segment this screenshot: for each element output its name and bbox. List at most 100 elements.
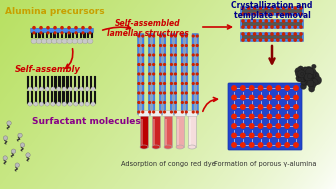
- Circle shape: [285, 105, 289, 109]
- Circle shape: [305, 75, 313, 82]
- Circle shape: [171, 102, 172, 103]
- Circle shape: [296, 71, 301, 77]
- Circle shape: [82, 32, 84, 34]
- Circle shape: [309, 73, 314, 78]
- Bar: [183, 36, 186, 112]
- Circle shape: [305, 68, 313, 76]
- Circle shape: [276, 143, 281, 147]
- Bar: [242, 22, 302, 26]
- Circle shape: [276, 95, 281, 100]
- Circle shape: [160, 64, 162, 65]
- Text: Formation of porous γ-alumina: Formation of porous γ-alumina: [214, 161, 316, 167]
- Circle shape: [160, 35, 162, 37]
- Circle shape: [33, 32, 35, 34]
- Circle shape: [241, 114, 245, 119]
- Ellipse shape: [82, 39, 88, 44]
- Circle shape: [248, 39, 250, 41]
- Text: Alumina precursors: Alumina precursors: [5, 7, 105, 16]
- Circle shape: [301, 67, 309, 74]
- FancyBboxPatch shape: [149, 34, 155, 114]
- Circle shape: [308, 72, 316, 79]
- Circle shape: [306, 76, 312, 81]
- Circle shape: [181, 35, 183, 37]
- Circle shape: [196, 64, 198, 65]
- Bar: [74, 91, 76, 104]
- Circle shape: [271, 26, 273, 28]
- Circle shape: [296, 75, 303, 82]
- Circle shape: [303, 73, 312, 82]
- Ellipse shape: [67, 39, 73, 44]
- Circle shape: [160, 45, 162, 46]
- Circle shape: [138, 102, 140, 103]
- Ellipse shape: [39, 87, 44, 91]
- Bar: [27, 91, 29, 104]
- Circle shape: [250, 133, 254, 138]
- Circle shape: [253, 7, 256, 9]
- Circle shape: [304, 73, 312, 81]
- Circle shape: [304, 73, 312, 81]
- Circle shape: [294, 20, 296, 22]
- Ellipse shape: [79, 87, 84, 91]
- Circle shape: [185, 35, 187, 37]
- Circle shape: [294, 143, 298, 147]
- Circle shape: [308, 86, 315, 92]
- Circle shape: [196, 35, 198, 37]
- Circle shape: [277, 20, 279, 22]
- Circle shape: [250, 86, 254, 90]
- Bar: [43, 76, 45, 89]
- Circle shape: [18, 133, 22, 138]
- Circle shape: [185, 73, 187, 75]
- Ellipse shape: [56, 102, 61, 106]
- Circle shape: [277, 13, 279, 15]
- Bar: [78, 76, 80, 89]
- Bar: [161, 36, 164, 112]
- Circle shape: [142, 83, 144, 84]
- Circle shape: [181, 73, 183, 75]
- Circle shape: [300, 7, 302, 9]
- Bar: [39, 91, 41, 104]
- Circle shape: [153, 92, 155, 94]
- Circle shape: [241, 133, 245, 138]
- Circle shape: [192, 92, 194, 94]
- Circle shape: [294, 7, 296, 9]
- Circle shape: [265, 26, 267, 28]
- Circle shape: [242, 39, 244, 41]
- Circle shape: [153, 35, 155, 37]
- Ellipse shape: [79, 102, 84, 106]
- Circle shape: [288, 26, 291, 28]
- Circle shape: [160, 54, 162, 56]
- Circle shape: [185, 45, 187, 46]
- FancyArrowPatch shape: [203, 98, 217, 111]
- FancyBboxPatch shape: [151, 111, 161, 116]
- Circle shape: [241, 86, 245, 90]
- Circle shape: [174, 64, 176, 65]
- Bar: [172, 36, 175, 112]
- Circle shape: [267, 133, 271, 138]
- Circle shape: [300, 39, 302, 41]
- Circle shape: [305, 72, 310, 77]
- Circle shape: [250, 143, 254, 147]
- Circle shape: [192, 54, 194, 56]
- Circle shape: [185, 83, 187, 84]
- Circle shape: [258, 86, 263, 90]
- Circle shape: [271, 33, 273, 35]
- Circle shape: [192, 73, 194, 75]
- Text: Surfactant molecules: Surfactant molecules: [32, 117, 141, 126]
- Circle shape: [68, 27, 70, 29]
- Circle shape: [54, 32, 56, 34]
- Circle shape: [259, 39, 261, 41]
- Circle shape: [153, 54, 155, 56]
- Circle shape: [248, 26, 250, 28]
- Circle shape: [164, 92, 165, 94]
- Circle shape: [285, 143, 289, 147]
- Ellipse shape: [62, 87, 67, 91]
- Circle shape: [267, 124, 271, 128]
- Text: Self-assembled
lamellar structures: Self-assembled lamellar structures: [107, 19, 189, 38]
- Ellipse shape: [28, 87, 32, 91]
- Circle shape: [75, 32, 77, 34]
- Circle shape: [3, 156, 7, 160]
- FancyArrowPatch shape: [269, 46, 275, 64]
- FancyBboxPatch shape: [241, 6, 303, 15]
- Circle shape: [181, 83, 183, 84]
- Circle shape: [160, 73, 162, 75]
